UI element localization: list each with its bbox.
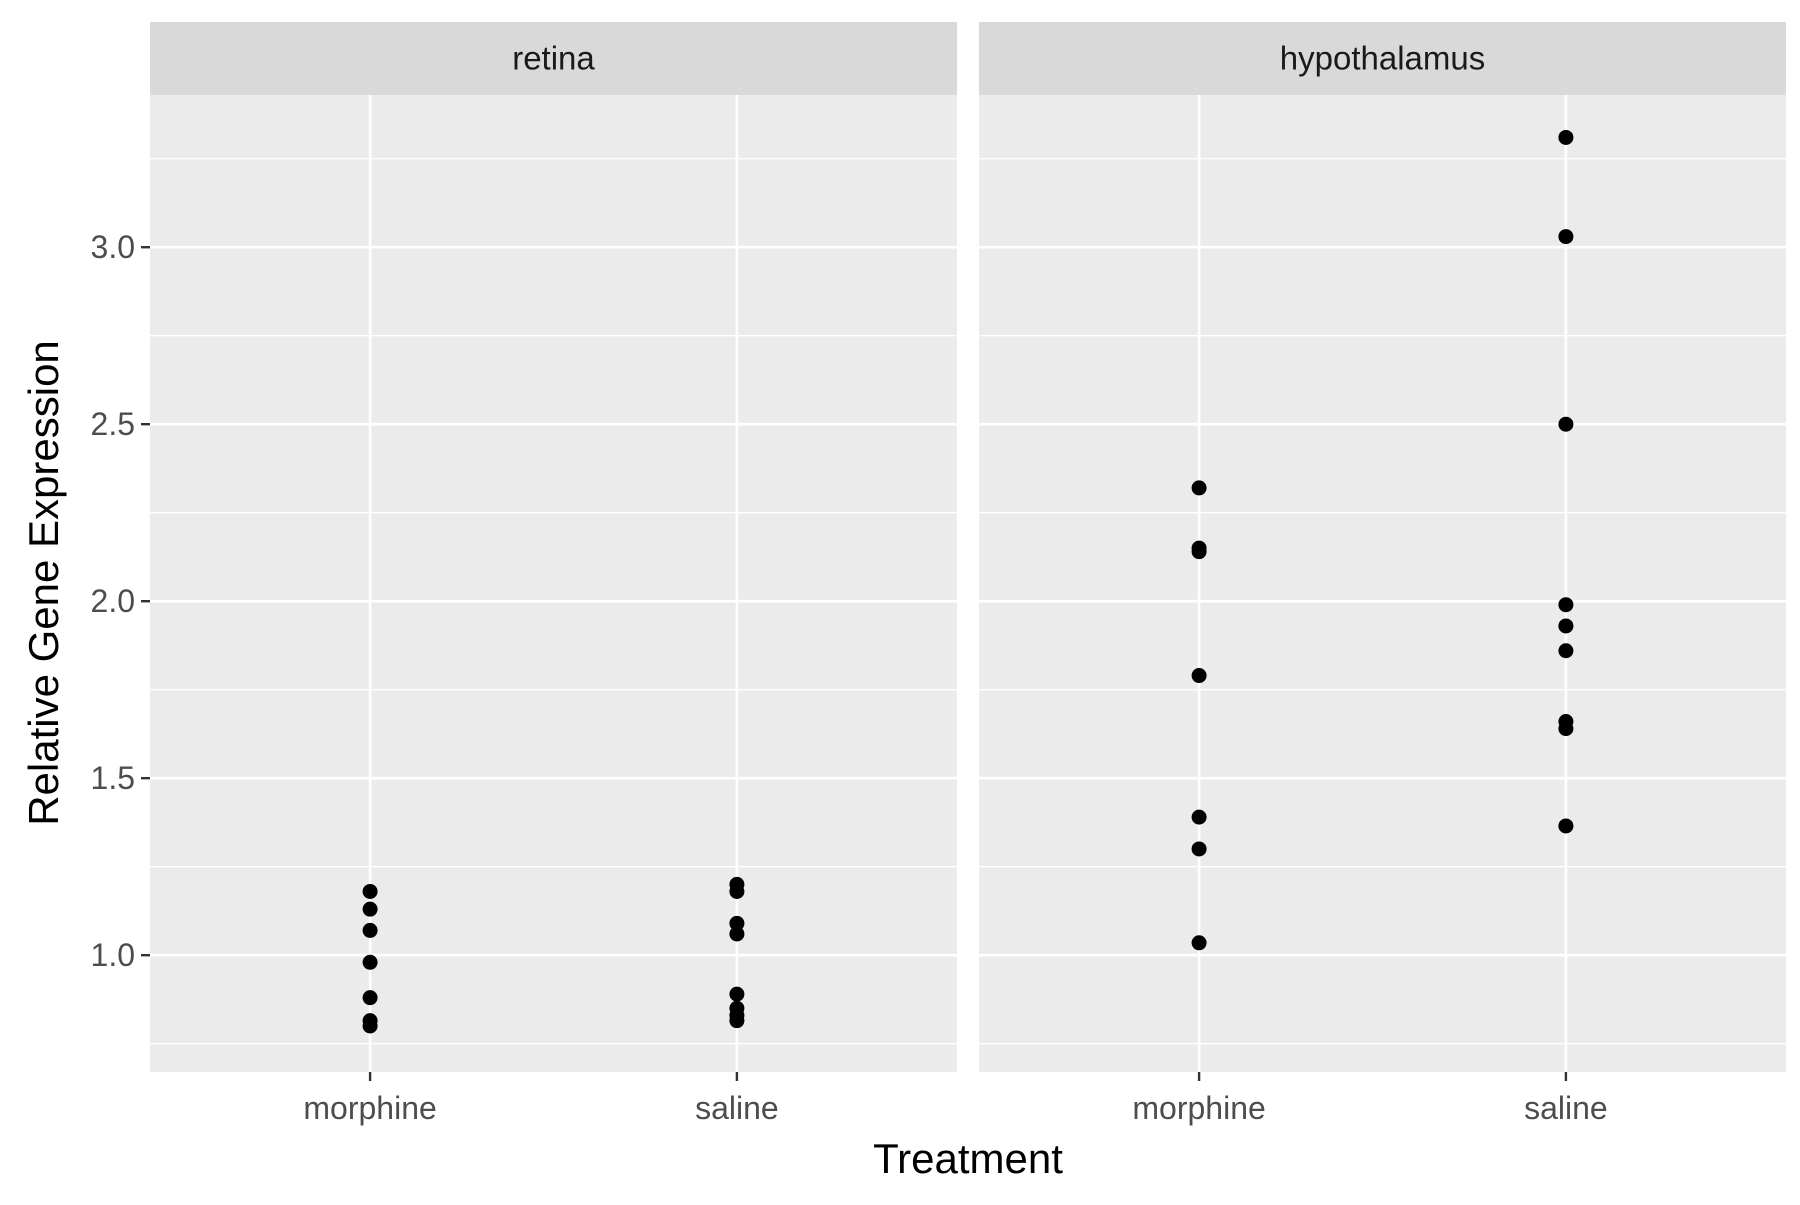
data-point-hypothalamus-saline <box>1558 643 1574 659</box>
data-point-hypothalamus-saline <box>1558 229 1574 245</box>
data-point-hypothalamus-morphine <box>1191 841 1207 857</box>
data-point-hypothalamus-saline <box>1558 416 1574 432</box>
data-point-hypothalamus-morphine <box>1191 668 1207 684</box>
data-point-retina-morphine <box>362 901 378 917</box>
x-axis-title: Treatment <box>873 1135 1063 1182</box>
x-tick-label-saline: saline <box>1524 1090 1608 1126</box>
data-point-retina-morphine <box>362 922 378 938</box>
data-point-retina-saline <box>729 915 745 931</box>
data-point-retina-saline <box>729 986 745 1002</box>
data-point-hypothalamus-saline <box>1558 818 1574 834</box>
facet-strip-background <box>150 22 957 95</box>
y-tick-label: 1.0 <box>91 937 135 973</box>
data-point-retina-morphine <box>362 1018 378 1034</box>
data-point-hypothalamus-saline <box>1558 721 1574 737</box>
data-point-hypothalamus-morphine <box>1191 935 1207 951</box>
data-point-retina-saline <box>729 883 745 899</box>
data-point-retina-morphine <box>362 990 378 1006</box>
y-tick-label: 1.5 <box>91 760 135 796</box>
data-point-hypothalamus-saline <box>1558 129 1574 145</box>
panel-background <box>150 95 957 1072</box>
y-axis-title: Relative Gene Expression <box>20 340 67 826</box>
y-tick-label: 3.0 <box>91 229 135 265</box>
data-point-retina-morphine <box>362 883 378 899</box>
data-point-retina-morphine <box>362 954 378 970</box>
x-tick-label-saline: saline <box>695 1090 779 1126</box>
y-axis: 1.0 1.5 2.0 2.5 3.0 <box>91 229 150 973</box>
x-tick-label-morphine: morphine <box>303 1090 436 1126</box>
x-tick-label-morphine: morphine <box>1132 1090 1265 1126</box>
facet-strip-background <box>979 22 1786 95</box>
panel-background <box>979 95 1786 1072</box>
data-point-retina-saline <box>729 926 745 942</box>
data-point-hypothalamus-saline <box>1558 597 1574 613</box>
facet-panel-retina: retina morphine saline <box>150 22 957 1126</box>
facet-strip-label: hypothalamus <box>1280 40 1485 77</box>
facet-strip-label: retina <box>512 40 595 77</box>
y-tick-label: 2.0 <box>91 583 135 619</box>
data-point-hypothalamus-morphine <box>1191 544 1207 560</box>
data-point-retina-saline <box>729 1013 745 1029</box>
y-tick-label: 2.5 <box>91 406 135 442</box>
facet-panel-hypothalamus: hypothalamus morphine saline <box>979 22 1786 1126</box>
data-point-hypothalamus-morphine <box>1191 480 1207 496</box>
data-point-hypothalamus-morphine <box>1191 809 1207 825</box>
data-point-hypothalamus-saline <box>1558 618 1574 634</box>
